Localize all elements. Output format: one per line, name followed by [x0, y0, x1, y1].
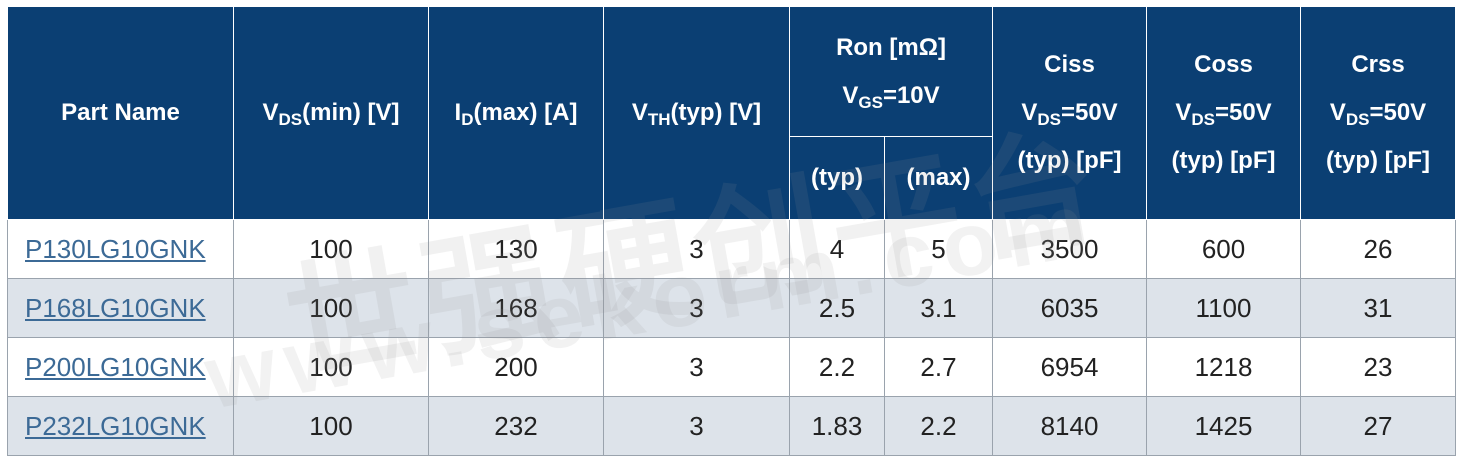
vth-cell: 3 — [603, 219, 790, 279]
spec-table-container: Part Name VDS(min) [V] ID(max) [A] VTH(t… — [7, 6, 1457, 456]
part-name-cell: P232LG10GNK — [7, 396, 234, 456]
crss-cell: 26 — [1300, 219, 1457, 279]
ron-typ-cell: 4 — [789, 219, 885, 279]
header-vds-min: VDS(min) [V] — [233, 6, 429, 220]
header-ron-max: (max) — [883, 136, 994, 220]
mosfet-spec-table: Part Name VDS(min) [V] ID(max) [A] VTH(t… — [7, 6, 1457, 456]
ron-max-cell: 2.2 — [883, 396, 994, 456]
crss-cell: 23 — [1300, 337, 1457, 397]
header-coss: Coss VDS=50V (typ) [pF] — [1146, 6, 1302, 220]
header-part-name: Part Name — [7, 6, 234, 220]
coss-cell: 1425 — [1146, 396, 1302, 456]
vds-cell: 100 — [233, 278, 429, 338]
id-cell: 130 — [428, 219, 604, 279]
id-cell: 200 — [428, 337, 604, 397]
ciss-cell: 8140 — [992, 396, 1148, 456]
vth-cell: 3 — [603, 337, 790, 397]
crss-cell: 27 — [1300, 396, 1457, 456]
vth-cell: 3 — [603, 396, 790, 456]
coss-cell: 1100 — [1146, 278, 1302, 338]
table-row: P168LG10GNK 100 168 3 2.5 3.1 6035 1100 … — [7, 278, 1457, 338]
header-ron: Ron [mΩ] VGS=10V — [788, 6, 994, 137]
part-link[interactable]: P130LG10GNK — [25, 233, 206, 264]
ron-max-cell: 2.7 — [883, 337, 994, 397]
ciss-cell: 6035 — [992, 278, 1148, 338]
vds-cell: 100 — [233, 337, 429, 397]
ron-max-cell: 3.1 — [883, 278, 994, 338]
ciss-cell: 6954 — [992, 337, 1148, 397]
part-name-cell: P168LG10GNK — [7, 278, 234, 338]
part-link[interactable]: P200LG10GNK — [25, 351, 206, 382]
part-link[interactable]: P232LG10GNK — [25, 410, 206, 441]
ron-typ-cell: 2.2 — [789, 337, 885, 397]
id-cell: 168 — [428, 278, 604, 338]
header-vth-typ: VTH(typ) [V] — [603, 6, 790, 220]
coss-cell: 600 — [1146, 219, 1302, 279]
header-ciss: Ciss VDS=50V (typ) [pF] — [992, 6, 1148, 220]
ron-max-cell: 5 — [883, 219, 994, 279]
vth-cell: 3 — [603, 278, 790, 338]
crss-cell: 31 — [1300, 278, 1457, 338]
part-name-cell: P130LG10GNK — [7, 219, 234, 279]
part-link[interactable]: P168LG10GNK — [25, 292, 206, 323]
header-ron-typ: (typ) — [789, 136, 885, 220]
header-id-max: ID(max) [A] — [428, 6, 604, 220]
ciss-cell: 3500 — [992, 219, 1148, 279]
ron-typ-cell: 2.5 — [789, 278, 885, 338]
coss-cell: 1218 — [1146, 337, 1302, 397]
table-row: P200LG10GNK 100 200 3 2.2 2.7 6954 1218 … — [7, 337, 1457, 397]
part-name-cell: P200LG10GNK — [7, 337, 234, 397]
header-crss: Crss VDS=50V (typ) [pF] — [1300, 6, 1457, 220]
ron-typ-cell: 1.83 — [789, 396, 885, 456]
vds-cell: 100 — [233, 396, 429, 456]
table-row: P232LG10GNK 100 232 3 1.83 2.2 8140 1425… — [7, 396, 1457, 456]
id-cell: 232 — [428, 396, 604, 456]
table-row: P130LG10GNK 100 130 3 4 5 3500 600 26 — [7, 219, 1457, 279]
vds-cell: 100 — [233, 219, 429, 279]
